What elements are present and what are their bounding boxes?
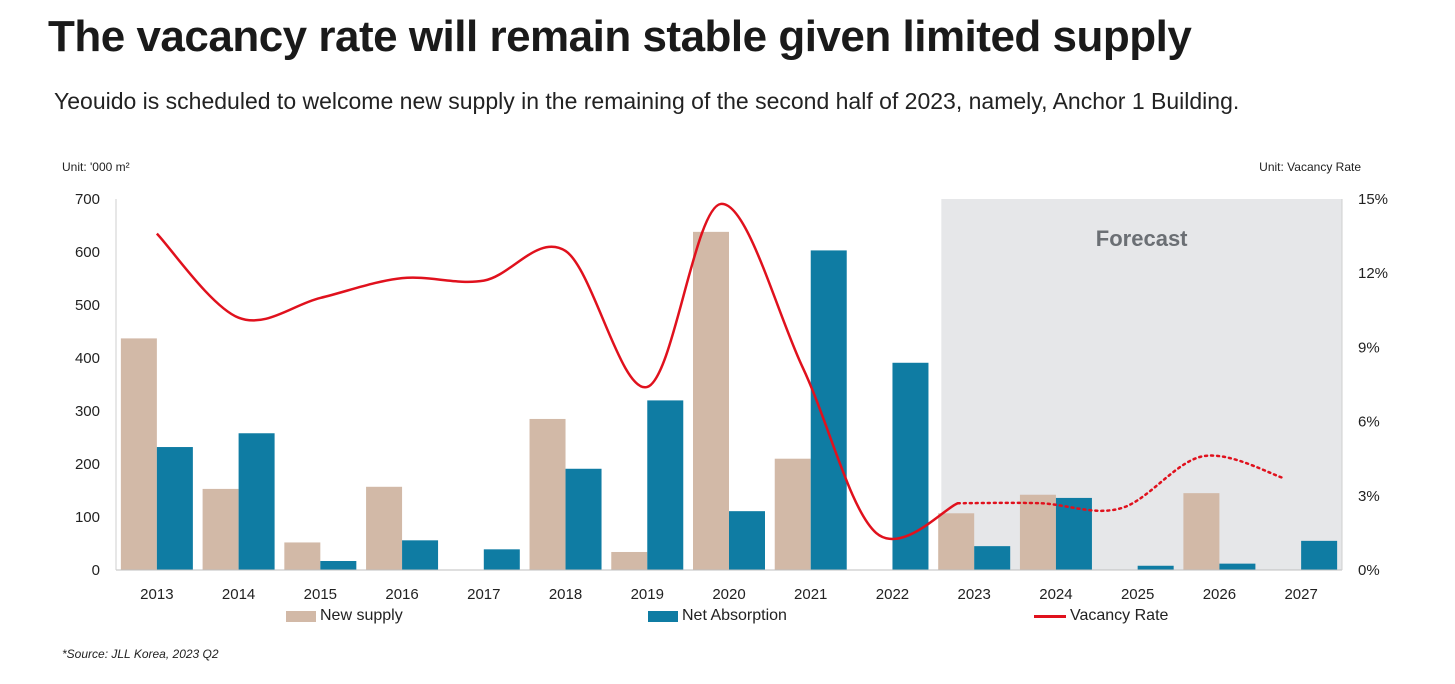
legend-vacancy-rate-label: Vacancy Rate xyxy=(1070,607,1169,624)
vacancy-rate-line-actual xyxy=(155,202,959,541)
x-tick-label: 2026 xyxy=(1203,586,1236,603)
y-left-tick-label: 0 xyxy=(92,562,100,579)
x-tick-label: 2019 xyxy=(631,586,664,603)
bar-net-absorption-2026 xyxy=(1219,563,1256,570)
x-tick-label: 2027 xyxy=(1284,586,1317,603)
x-tick-label: 2025 xyxy=(1121,586,1154,603)
bar-net-absorption-2016 xyxy=(402,540,439,570)
net-absorption-swatch xyxy=(648,610,678,622)
legend-net-absorption-label: Net Absorption xyxy=(682,607,787,624)
y-left-tick-label: 500 xyxy=(75,297,100,314)
bar-net-absorption-2020 xyxy=(729,511,765,570)
legend-new-supply: New supply xyxy=(286,607,403,625)
x-tick-label: 2021 xyxy=(794,586,827,603)
x-tick-label: 2020 xyxy=(712,586,745,603)
legend-new-supply-label: New supply xyxy=(320,607,403,624)
legend-vacancy-rate: Vacancy Rate xyxy=(1034,607,1168,625)
forecast-region xyxy=(941,199,1342,570)
y-right-tick-label: 12% xyxy=(1358,265,1388,282)
forecast-label: Forecast xyxy=(1096,226,1188,251)
x-tick-label: 2018 xyxy=(549,586,582,603)
bar-new-supply-2016 xyxy=(366,486,403,570)
source-note: *Source: JLL Korea, 2023 Q2 xyxy=(62,647,219,661)
bar-net-absorption-2015 xyxy=(320,560,357,570)
y-right-tick-label: 6% xyxy=(1358,414,1380,431)
x-tick-label: 2024 xyxy=(1039,586,1072,603)
y-right-tick-label: 0% xyxy=(1358,562,1380,579)
x-tick-label: 2022 xyxy=(876,586,909,603)
legend-net-absorption: Net Absorption xyxy=(648,607,787,625)
bar-new-supply-2021 xyxy=(774,458,811,570)
bar-new-supply-2023 xyxy=(938,513,975,570)
bar-new-supply-2020 xyxy=(693,231,729,571)
x-tick-label: 2017 xyxy=(467,586,500,603)
bar-new-supply-2018 xyxy=(529,418,566,570)
x-tick-label: 2016 xyxy=(385,586,418,603)
bar-new-supply-2014 xyxy=(202,488,239,570)
new-supply-swatch xyxy=(286,610,316,622)
bar-new-supply-2015 xyxy=(284,542,321,570)
vacancy-rate-line-forecast xyxy=(956,454,1287,512)
y-left-tick-label: 100 xyxy=(75,509,100,526)
bar-new-supply-2019 xyxy=(611,551,648,570)
y-right-tick-label: 9% xyxy=(1358,339,1380,356)
bar-new-supply-2024 xyxy=(1019,494,1056,570)
y-left-tick-label: 400 xyxy=(75,350,100,367)
page-title: The vacancy rate will remain stable give… xyxy=(48,12,1192,61)
bar-net-absorption-2019 xyxy=(647,400,684,570)
y-left-tick-label: 300 xyxy=(75,403,100,420)
page-subtitle: Yeouido is scheduled to welcome new supp… xyxy=(54,88,1240,114)
y-left-tick-label: 600 xyxy=(75,244,100,261)
bar-net-absorption-2025 xyxy=(1137,565,1174,570)
bar-new-supply-2026 xyxy=(1183,493,1220,570)
x-tick-label: 2014 xyxy=(222,586,255,603)
bar-net-absorption-2013 xyxy=(156,447,193,570)
left-axis-unit: Unit: '000 m² xyxy=(62,160,130,174)
right-axis-unit: Unit: Vacancy Rate xyxy=(1259,160,1361,174)
bar-net-absorption-2023 xyxy=(974,546,1011,570)
y-right-tick-label: 15% xyxy=(1358,191,1388,208)
bar-net-absorption-2017 xyxy=(483,549,520,570)
bar-net-absorption-2027 xyxy=(1301,540,1338,570)
x-tick-label: 2023 xyxy=(958,586,991,603)
bar-net-absorption-2014 xyxy=(238,433,275,570)
vacancy-rate-swatch xyxy=(1034,614,1066,618)
y-left-tick-label: 200 xyxy=(75,456,100,473)
bar-net-absorption-2018 xyxy=(565,468,602,570)
x-tick-label: 2013 xyxy=(140,586,173,603)
bar-net-absorption-2021 xyxy=(810,250,847,570)
y-right-tick-label: 3% xyxy=(1358,488,1380,505)
y-left-tick-label: 700 xyxy=(75,191,100,208)
x-tick-label: 2015 xyxy=(304,586,337,603)
bar-new-supply-2013 xyxy=(120,338,157,570)
